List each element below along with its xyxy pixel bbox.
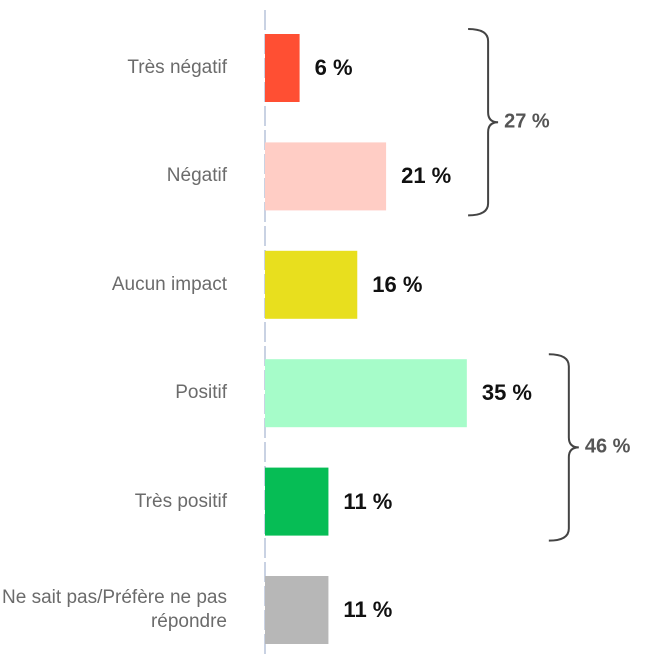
- bar: [265, 576, 329, 644]
- bar: [265, 142, 387, 211]
- group-label: 46 %: [584, 435, 631, 458]
- value-label: 21 %: [401, 163, 452, 189]
- bar: [265, 467, 329, 536]
- category-label: Ne sait pas/Préfère ne pas répondre: [2, 587, 227, 632]
- bar: [265, 250, 358, 319]
- value-label: 11 %: [343, 488, 393, 514]
- category-label: Négatif: [166, 165, 227, 187]
- value-label: 35 %: [481, 380, 532, 406]
- category-label: Très négatif: [127, 57, 227, 78]
- bar: [265, 34, 300, 102]
- category-label: Aucun impact: [111, 273, 227, 295]
- bar: [265, 359, 467, 428]
- value-label: 16 %: [372, 271, 423, 297]
- category-label: Très positif: [134, 490, 227, 512]
- category-label: Positif: [175, 382, 227, 404]
- bracket: [548, 353, 579, 542]
- value-label: 6 %: [314, 55, 353, 80]
- bracket: [468, 28, 499, 217]
- value-label: 11 %: [343, 597, 393, 622]
- group-label: 27 %: [504, 110, 550, 133]
